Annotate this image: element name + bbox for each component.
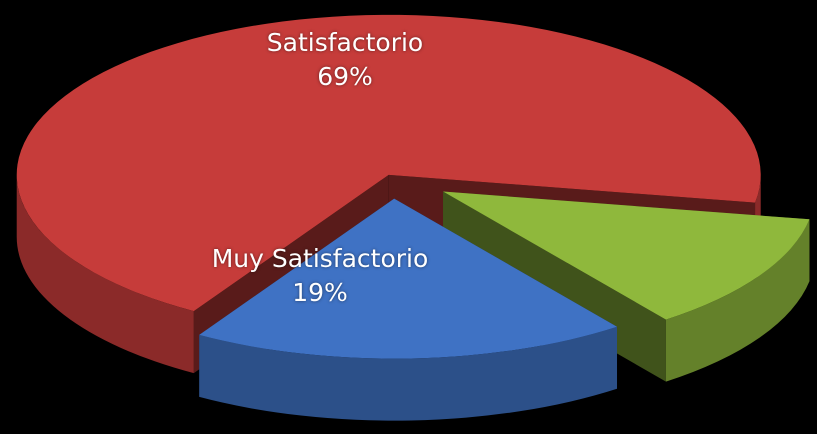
value-label: 19% [292,278,348,307]
slice-side [199,326,618,421]
value-label: 69% [317,62,373,91]
slice-side [16,174,194,374]
slice [199,198,618,359]
category-label: Satisfactorio [266,28,424,57]
slice-label: Satisfactorio 69% [195,26,495,94]
slice [443,191,810,320]
slice-label: Muy Satisfactorio 19% [205,242,435,310]
slice [16,14,761,312]
slice-side [665,219,810,382]
category-label: Muy Satisfactorio [211,244,429,273]
